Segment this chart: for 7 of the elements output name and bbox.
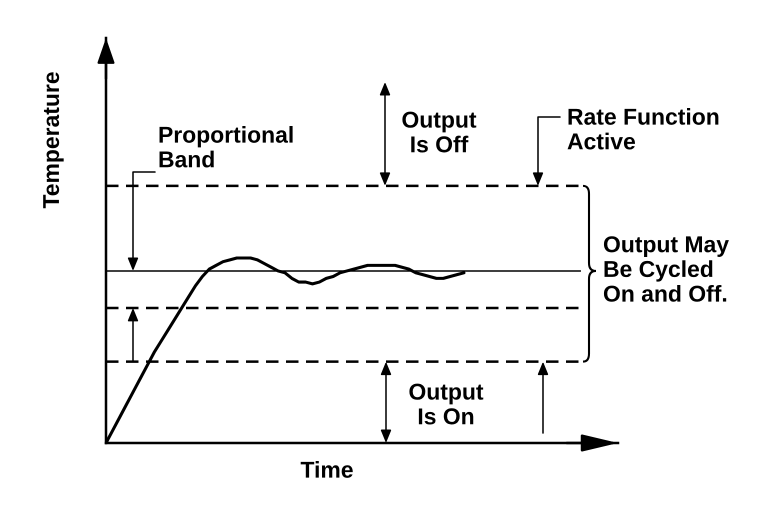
- text: Rate Function Active: [568, 108, 718, 150]
- annotation: Output Is On: [409, 384, 484, 424]
- text: Output Is Off: [402, 112, 476, 152]
- y-axis-title: Temperature: [43, 72, 64, 208]
- x-axis-title: Time: [300, 461, 353, 478]
- text: Proportional Band: [160, 126, 293, 168]
- text: Output May Be Cycled On and Off.: [604, 236, 729, 302]
